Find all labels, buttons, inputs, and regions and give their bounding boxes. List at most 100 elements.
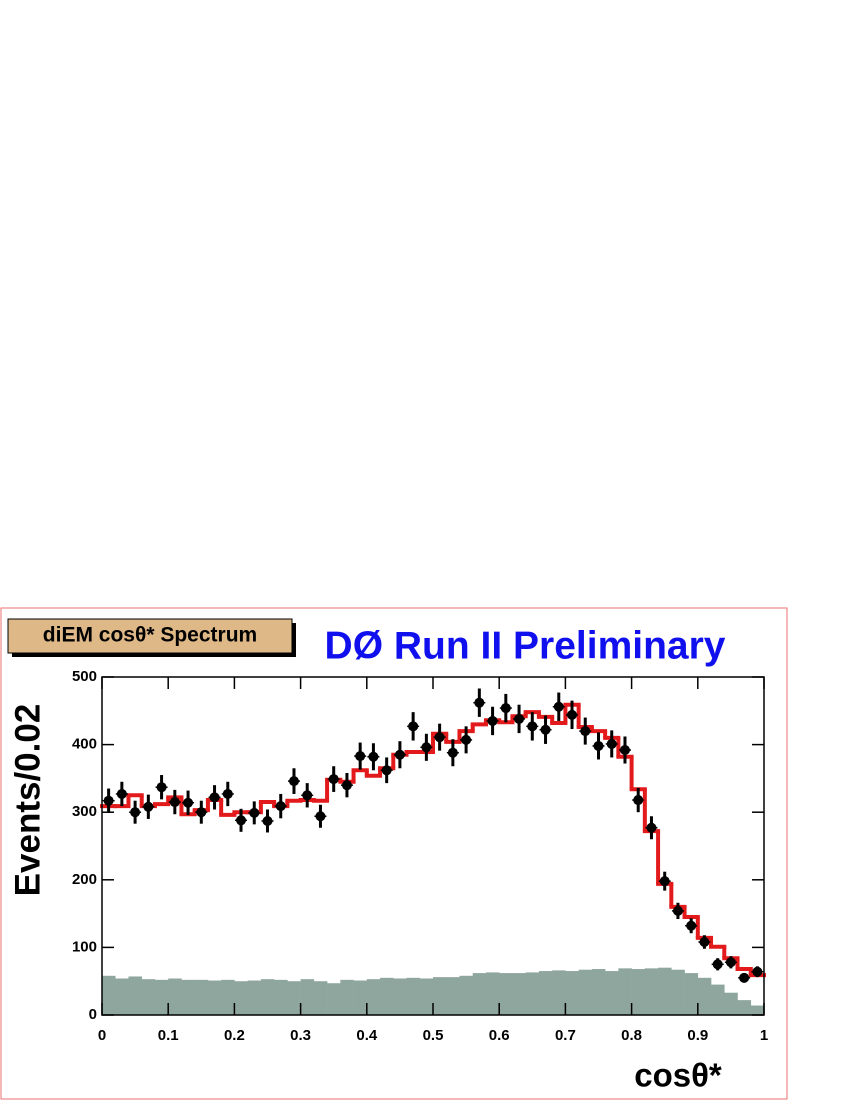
data-point: [394, 749, 405, 760]
title-box: [7, 618, 293, 654]
data-point: [553, 701, 564, 712]
data-point: [169, 797, 180, 808]
data-point: [461, 734, 472, 745]
histogram-bar: [194, 979, 209, 1015]
x-tick-label: 0.2: [224, 1027, 245, 1044]
data-point: [474, 697, 485, 708]
histogram-bar: [433, 977, 447, 1015]
histogram-bar: [658, 967, 672, 1015]
data-point: [447, 747, 458, 758]
y-tick-label: 200: [72, 871, 97, 888]
data-point: [567, 709, 578, 720]
data-point: [421, 742, 432, 753]
histogram-bar: [552, 970, 566, 1015]
data-point: [739, 972, 750, 983]
histogram-bar: [737, 1000, 752, 1015]
histogram-bar: [644, 968, 659, 1015]
data-point: [262, 815, 273, 826]
data-point: [593, 740, 604, 751]
data-point: [236, 815, 247, 826]
data-point: [116, 788, 127, 799]
data-point: [646, 822, 657, 833]
x-tick-label: 0.4: [356, 1027, 378, 1044]
data-point: [514, 713, 525, 724]
y-axis-label: Events/0.02: [8, 704, 47, 897]
data-point: [275, 801, 286, 812]
histogram-bar: [631, 969, 646, 1015]
histogram-bar: [274, 979, 288, 1015]
x-tick-label: 0.1: [158, 1027, 179, 1044]
histogram-bar: [591, 969, 606, 1015]
histogram-bar: [128, 976, 143, 1015]
chart-title: diEM cosθ* Spectrum: [43, 624, 257, 647]
histogram-bar: [380, 977, 394, 1015]
data-point: [302, 790, 313, 801]
histogram-bar: [724, 992, 738, 1015]
histogram-bar: [697, 977, 712, 1015]
histogram-bar: [234, 981, 248, 1015]
histogram-bar: [154, 979, 169, 1015]
histogram-bar: [327, 983, 341, 1015]
data-point: [752, 966, 763, 977]
x-tick-label: 0.6: [489, 1027, 510, 1044]
data-point: [368, 751, 379, 762]
y-tick-label: 100: [72, 938, 97, 955]
data-point: [222, 788, 233, 799]
x-tick-label: 0.7: [555, 1027, 576, 1044]
histogram-bar: [472, 973, 487, 1015]
data-point: [500, 703, 511, 714]
y-tick-label: 300: [72, 803, 97, 820]
data-point: [487, 715, 498, 726]
data-point: [527, 721, 538, 732]
data-point: [341, 780, 352, 791]
histogram-bar: [115, 978, 129, 1015]
histogram-bar: [419, 978, 434, 1015]
data-point: [686, 920, 697, 931]
data-point: [633, 795, 644, 806]
histogram-bar: [141, 979, 156, 1015]
data-point: [712, 959, 723, 970]
data-point: [288, 776, 299, 787]
x-tick-label: 0.5: [423, 1027, 444, 1044]
histogram-bar: [618, 968, 632, 1015]
histogram-bar: [711, 984, 725, 1015]
data-point: [434, 732, 445, 743]
data-point: [725, 957, 736, 968]
x-tick-label: 0.8: [621, 1027, 642, 1044]
x-tick-label: 0.3: [290, 1027, 311, 1044]
histogram-bar: [406, 977, 421, 1015]
histogram-bar: [538, 971, 553, 1015]
histogram-bar: [393, 978, 407, 1015]
y-tick-label: 0: [89, 1006, 97, 1023]
histogram-bar: [287, 981, 301, 1015]
histogram-bar: [684, 973, 699, 1015]
y-tick-label: 500: [72, 668, 97, 685]
data-point: [355, 751, 366, 762]
histogram-bar: [353, 980, 368, 1015]
x-axis-label: cosθ*: [634, 1057, 722, 1094]
plot-area: [100, 688, 766, 1015]
annotation: DØ Run II Preliminary: [325, 624, 726, 667]
histogram-bar: [525, 972, 540, 1015]
data-point: [606, 738, 617, 749]
x-tick-label: 0: [98, 1027, 106, 1044]
data-point: [381, 765, 392, 776]
data-point: [209, 792, 220, 803]
histogram-bar: [485, 972, 500, 1015]
data-point: [659, 876, 670, 887]
histogram-bar: [499, 973, 513, 1015]
histogram-bar: [605, 971, 619, 1015]
histogram-bar: [221, 979, 235, 1015]
histogram-bar: [313, 981, 328, 1015]
histogram-bar: [102, 975, 116, 1015]
data-point: [130, 807, 141, 818]
histogram-bar: [168, 978, 182, 1015]
histogram-bar: [750, 1005, 765, 1015]
histogram-bar: [260, 979, 275, 1015]
x-tick-label: 0.9: [687, 1027, 708, 1044]
data-point: [103, 795, 114, 806]
histogram-bar: [565, 971, 579, 1015]
histogram-bar: [181, 979, 195, 1015]
